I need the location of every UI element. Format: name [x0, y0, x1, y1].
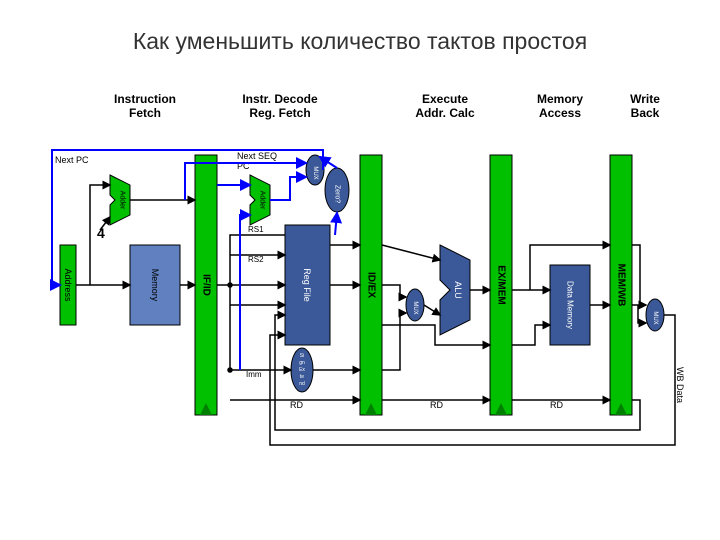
stage-ex-l2: Addr. Calc — [415, 106, 474, 120]
stage-mem-l1: Memory — [537, 92, 583, 106]
text-exmem: EX/MEM — [496, 265, 507, 304]
text-regfile: Reg File — [302, 268, 312, 302]
text-zero: Zero? — [334, 185, 341, 203]
stage-id-l1: Instr. Decode — [242, 92, 317, 106]
text-mux2: MUX — [412, 301, 418, 314]
pipeline-diagram: Address Adder Memory IF/ID Adder Zero? M… — [40, 145, 690, 485]
stage-if: Instruction Fetch — [100, 92, 190, 121]
stage-ex: Execute Addr. Calc — [405, 92, 485, 121]
stage-ex-l1: Execute — [422, 92, 468, 106]
stage-wb-l2: Back — [631, 106, 660, 120]
text-datamem: Data Memory — [566, 281, 575, 329]
stage-id: Instr. Decode Reg. Fetch — [230, 92, 330, 121]
stage-wb-l1: Write — [630, 92, 660, 106]
stage-mem: Memory Access — [520, 92, 600, 121]
text-adder1: Adder — [119, 191, 126, 210]
text-memwb: MEM/WB — [616, 264, 627, 307]
stage-if-l2: Fetch — [129, 106, 161, 120]
text-adder2: Adder — [259, 191, 266, 210]
text-address: Address — [63, 268, 73, 302]
stage-if-l1: Instruction — [114, 92, 176, 106]
text-memory: Memory — [150, 269, 160, 302]
text-ifid: IF/ID — [201, 274, 212, 296]
text-wbdata: WB Data — [675, 367, 685, 403]
stage-wb: Write Back — [615, 92, 675, 121]
page-title: Как уменьшить количество тактов простоя — [0, 28, 720, 55]
text-idex: ID/EX — [366, 272, 377, 298]
stage-mem-l2: Access — [539, 106, 581, 120]
text-mux3: MUX — [652, 311, 658, 324]
text-alu: ALU — [453, 281, 463, 299]
stage-id-l2: Reg. Fetch — [249, 106, 310, 120]
diagram-svg: Address Adder Memory IF/ID Adder Zero? M… — [40, 145, 690, 485]
text-mux1: MUX — [312, 166, 318, 179]
